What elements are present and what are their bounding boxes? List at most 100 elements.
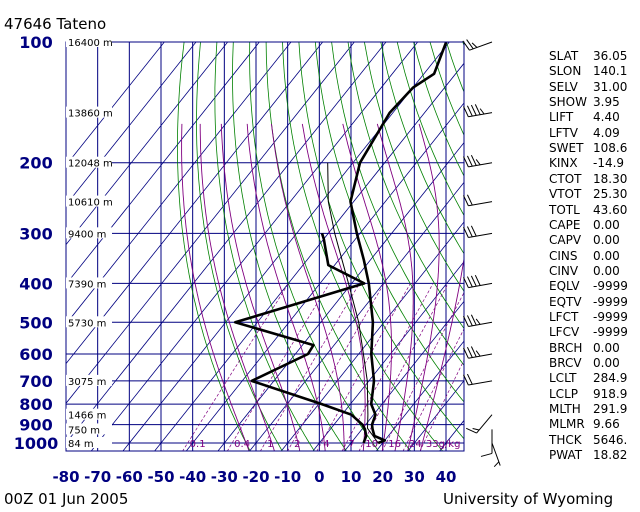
x-tick-label: -20 [242, 468, 269, 486]
x-tick-label: -80 [52, 468, 79, 486]
station-param-name: CAPV [549, 233, 582, 248]
station-param-value: 0.00 [593, 248, 620, 263]
station-param-value: 291.9 [593, 402, 628, 417]
height-label: 750 m [68, 425, 100, 436]
station-param-name: LCLT [549, 371, 577, 386]
pressure-label: 400 [19, 274, 52, 293]
height-label: 13860 m [68, 109, 113, 120]
dry-adiabat [396, 42, 464, 217]
mixing-ratio-label: 16 [388, 439, 401, 450]
wind-barb [463, 194, 493, 207]
dry-adiabat [282, 42, 444, 451]
station-param-name: LCLP [549, 386, 578, 401]
wind-barb-staff [468, 232, 493, 238]
pressure-label: 200 [19, 154, 52, 173]
station-param-name: SLON [549, 64, 582, 79]
wind-barb-feather [463, 156, 469, 168]
wind-barb [463, 346, 493, 359]
height-label: 9400 m [68, 229, 106, 240]
station-param-value: 4.09 [593, 125, 620, 140]
station-param-name: CINS [549, 248, 578, 263]
pressure-label: 500 [19, 313, 52, 332]
moist-adiabat [271, 123, 345, 451]
station-param-value: -9999 [593, 309, 628, 324]
height-label-bg [66, 423, 112, 435]
observation-time: 00Z 01 Jun 2005 [4, 490, 129, 508]
station-param-value: 31.00 [593, 79, 628, 94]
station-param-value: 140.1 [593, 64, 628, 79]
station-param-name: LFCV [549, 325, 580, 340]
chart-grid [65, 41, 464, 451]
moist-adiabat [407, 123, 440, 451]
station-param-name: VTOT [549, 187, 582, 202]
isotherm-line [407, 380, 464, 451]
mixing-ratio-line [182, 283, 289, 451]
station-param-value: 108.6 [593, 141, 628, 156]
mixing-ratio-line [419, 359, 464, 451]
dry-adiabat [347, 42, 464, 330]
isotherm-line [66, 42, 260, 285]
x-tick-label: 0 [314, 468, 324, 486]
x-tick-label: -40 [179, 468, 206, 486]
station-param-value: 3.95 [593, 95, 620, 110]
chart-labels: -80 -70 -60 -50 -40 -30 -20 -10 0 10 20 30 40 0.1 0.4 1… [14, 33, 461, 486]
moist-adiabat [419, 256, 464, 451]
isotherm-line [66, 42, 323, 365]
height-label: 7390 m [68, 279, 106, 290]
isotherm-line [90, 42, 418, 451]
mixing-ratio-label: 33g/kg [426, 439, 461, 450]
station-param-name: CAPE [549, 217, 581, 232]
chart-curves [66, 42, 464, 451]
wind-barb-feather [475, 159, 481, 166]
wind-barb-feather [466, 427, 477, 434]
wind-barb-feather [466, 105, 473, 117]
station-param-name: SELV [549, 79, 578, 94]
dry-adiabat [364, 42, 464, 293]
station-param-name: LFTV [549, 125, 578, 140]
station-param-value: 0.00 [593, 217, 620, 232]
wind-barb-feather [471, 42, 478, 48]
wind-barb [463, 274, 493, 289]
pressure-label: 100 [19, 33, 52, 52]
x-tick-label: -60 [116, 468, 143, 486]
station-param-name: TOTL [549, 202, 580, 217]
isotherm-line [249, 181, 464, 451]
wind-barb [462, 39, 493, 51]
wind-barb-feather [470, 225, 477, 237]
wind-barb-feather [466, 155, 473, 167]
station-param-name: EQTV [549, 294, 582, 309]
station-param-value: 0.00 [593, 340, 620, 355]
dry-adiabat [214, 42, 315, 451]
station-param-value: 0.00 [593, 356, 620, 370]
wind-barb-feather [466, 194, 473, 206]
wind-barb [466, 414, 493, 434]
pressure-label: 300 [19, 224, 52, 243]
isotherm-line [375, 340, 464, 451]
dry-adiabat [177, 42, 251, 451]
station-param-name: MLMR [549, 417, 585, 432]
moist-adiabat [301, 123, 366, 451]
station-param-name: BRCV [549, 356, 582, 370]
wind-barb-feather [466, 39, 474, 50]
dewpoint-profile [233, 232, 368, 444]
plot-frame [65, 41, 465, 452]
parcel-profile [327, 162, 379, 444]
wind-barb-feather [463, 374, 469, 386]
wind-barb [463, 373, 493, 386]
x-tick-label: -30 [211, 468, 238, 486]
credit-text: University of Wyoming [443, 490, 614, 508]
station-param-name: LFCT [549, 309, 579, 324]
height-label-bg [66, 316, 112, 328]
station-param-name: BRCH [549, 340, 583, 355]
moist-adiabat [220, 123, 301, 451]
mixing-ratio-line [402, 328, 464, 451]
mixing-ratio-line [341, 283, 434, 451]
station-param-value: 18.82 [593, 448, 628, 463]
pressure-label: 800 [19, 395, 52, 414]
wind-barb [463, 104, 493, 118]
isotherm-line [66, 42, 228, 246]
wind-barb [463, 154, 493, 168]
dry-adiabat [331, 42, 464, 366]
isotherm-line [122, 42, 450, 451]
